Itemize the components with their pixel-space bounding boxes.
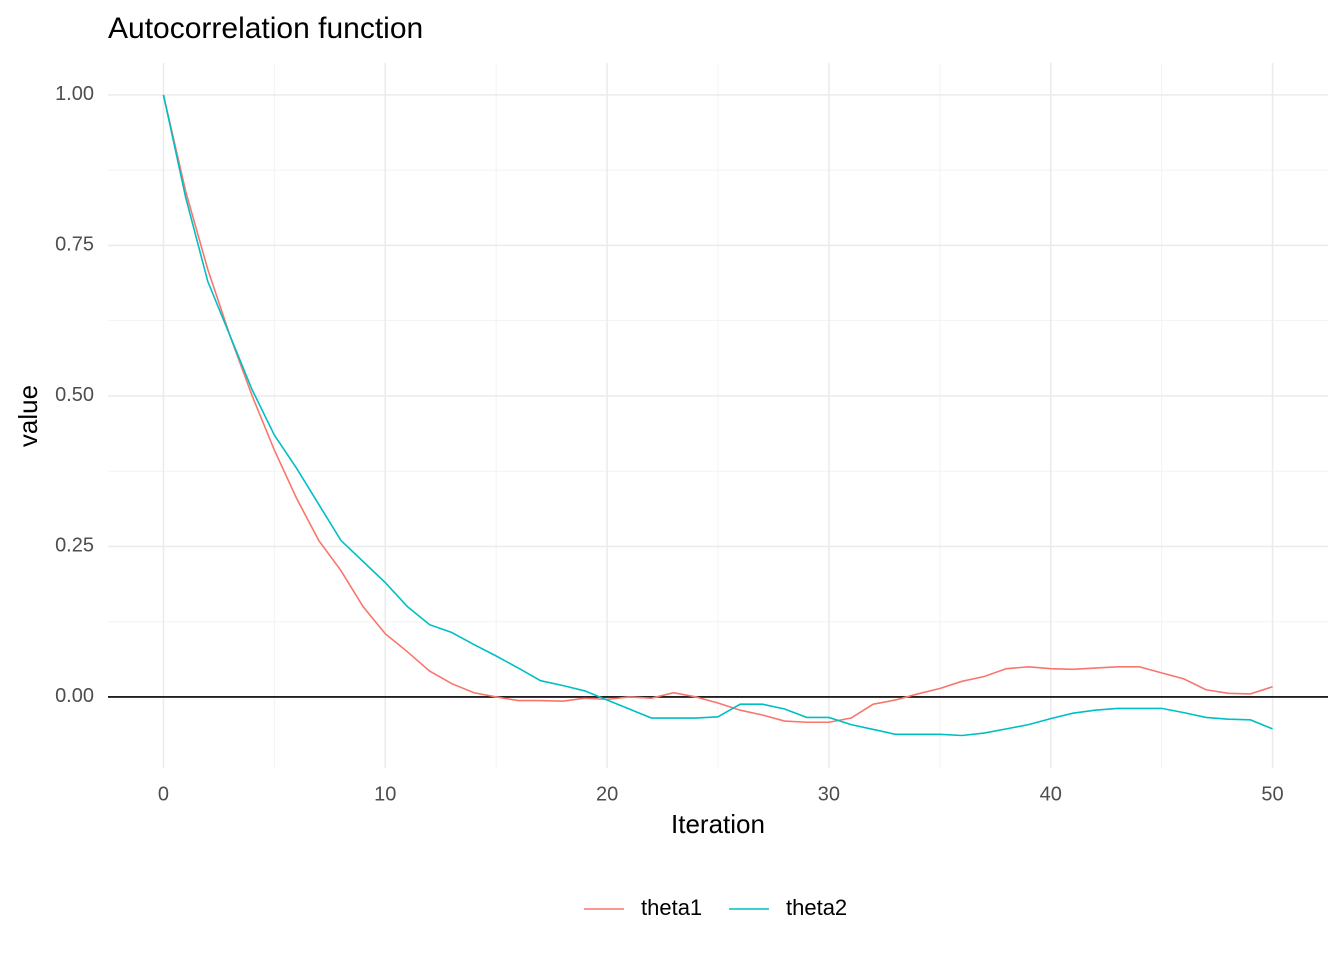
chart-title: Autocorrelation function [108, 12, 423, 45]
x-tick-label: 10 [374, 783, 396, 805]
y-tick-label: 0.75 [55, 234, 94, 256]
x-tick-label: 30 [818, 783, 840, 805]
x-tick-label: 50 [1261, 783, 1283, 805]
x-tick-label: 0 [158, 783, 169, 805]
y-axis-label: value [13, 385, 43, 447]
y-tick-label: 0.00 [55, 685, 94, 707]
legend-label: theta2 [786, 895, 847, 920]
series-line [162, 94, 1273, 737]
series-line [162, 94, 1273, 724]
y-tick-label: 0.25 [55, 535, 94, 557]
legend-label: theta1 [641, 895, 702, 920]
x-axis-label: Iteration [671, 809, 765, 839]
y-tick-label: 0.50 [55, 384, 94, 406]
x-tick-label: 20 [596, 783, 618, 805]
x-tick-label: 40 [1040, 783, 1062, 805]
y-tick-label: 1.00 [55, 83, 94, 105]
